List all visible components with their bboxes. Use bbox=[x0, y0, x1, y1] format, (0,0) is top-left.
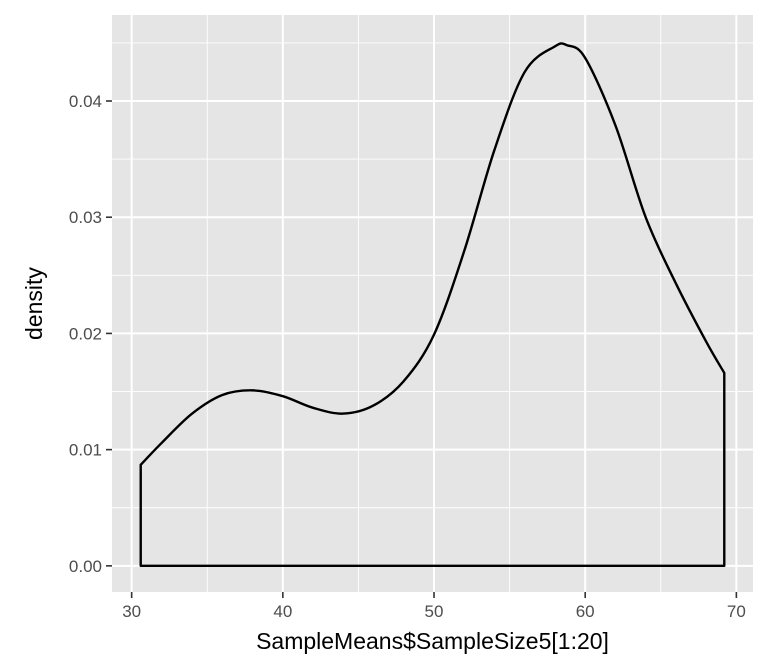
y-tick-label: 0.04 bbox=[69, 92, 102, 111]
y-tick-label: 0.00 bbox=[69, 557, 102, 576]
y-axis-title: density bbox=[21, 267, 47, 340]
density-curve bbox=[139, 42, 726, 568]
y-tick-label: 0.02 bbox=[69, 324, 102, 343]
x-tick-label: 50 bbox=[425, 602, 444, 621]
y-tick-label: 0.03 bbox=[69, 208, 102, 227]
x-axis: 30 40 50 60 70 bbox=[122, 592, 746, 621]
x-tick-label: 30 bbox=[122, 602, 141, 621]
x-tick-label: 40 bbox=[273, 602, 292, 621]
minor-gridlines bbox=[112, 15, 753, 592]
y-tick-label: 0.01 bbox=[69, 441, 102, 460]
plot-panel bbox=[112, 15, 753, 592]
y-axis: 0.00 0.01 0.02 0.03 0.04 bbox=[69, 92, 112, 576]
x-axis-title: SampleMeans$SampleSize5[1:20] bbox=[256, 628, 609, 654]
x-tick-label: 60 bbox=[576, 602, 595, 621]
x-tick-label: 70 bbox=[727, 602, 746, 621]
